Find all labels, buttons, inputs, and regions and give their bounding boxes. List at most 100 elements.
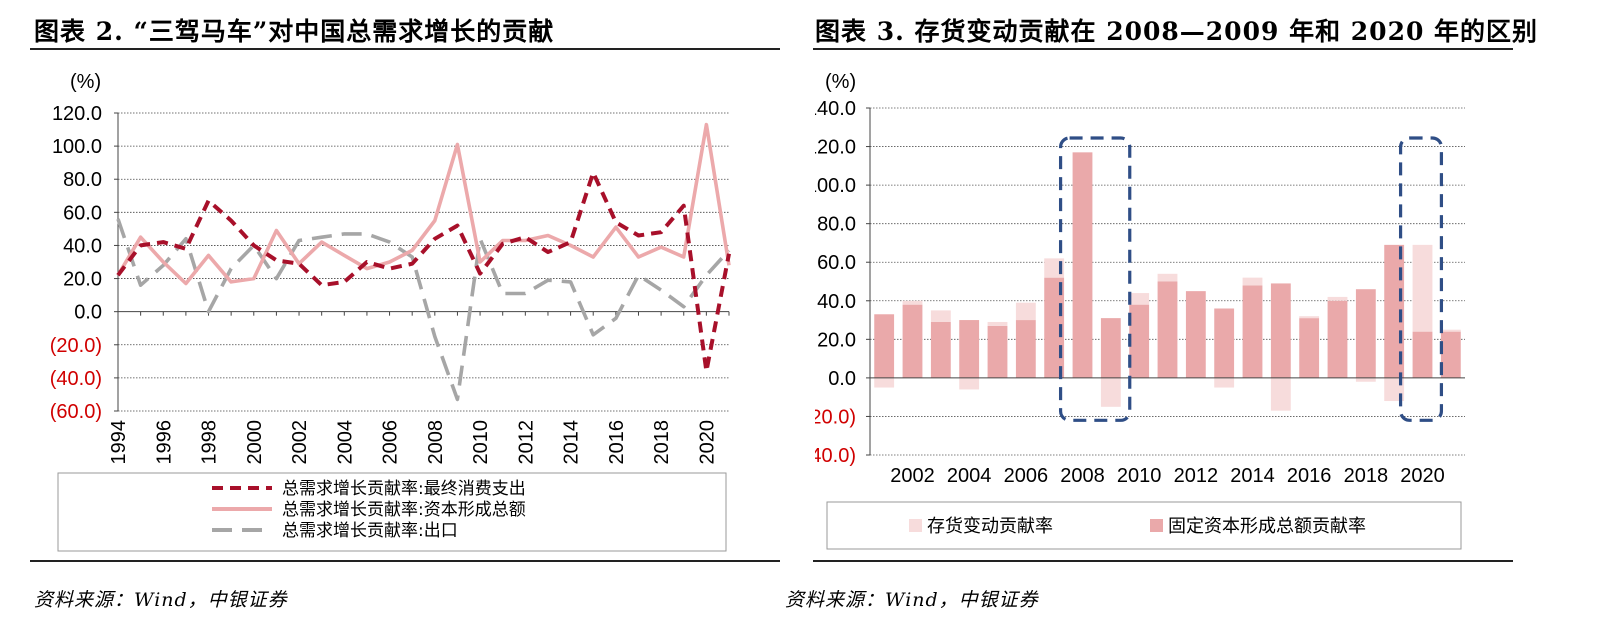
right-unit-label: (%) xyxy=(825,71,856,93)
right-bar-inventory xyxy=(1242,277,1263,286)
right-x-tick-label: 2016 xyxy=(1287,465,1332,487)
left-x-tick-label: 2012 xyxy=(515,420,537,465)
left-x-tick-label: 2018 xyxy=(651,420,673,465)
left-x-tick-label: 1996 xyxy=(153,420,175,465)
left-x-tick-label: 2014 xyxy=(561,420,583,465)
right-bar-inventory xyxy=(1157,273,1178,282)
left-legend-label: 总需求增长贡献率:最终消费支出 xyxy=(282,479,526,499)
right-bar-inventory xyxy=(1327,296,1348,301)
left-x-tick-label: 2000 xyxy=(244,420,266,465)
right-x-tick-label: 2002 xyxy=(890,465,935,487)
right-bar-fixed-capital xyxy=(1157,281,1178,378)
right-bar-fixed-capital xyxy=(987,325,1008,378)
right-bar-inventory xyxy=(1214,377,1235,388)
left-y-tick-label: 120.0 xyxy=(52,103,102,125)
right-y-tick-label: 0.0 xyxy=(828,368,856,390)
left-series-line xyxy=(116,122,731,286)
right-legend-label: 存货变动贡献率 xyxy=(927,516,1053,537)
left-unit-label: (%) xyxy=(70,71,101,93)
right-bar-fixed-capital xyxy=(1270,283,1291,378)
right-highlight-box xyxy=(1058,136,1132,422)
left-x-tick-label: 2010 xyxy=(470,420,492,465)
right-bar-fixed-capital xyxy=(1129,304,1150,378)
left-y-tick-label: 60.0 xyxy=(63,202,102,224)
left-series-line xyxy=(116,170,731,374)
left-legend-box xyxy=(57,472,727,552)
left-y-tick-label: (20.0) xyxy=(50,335,102,357)
left-x-tick-label: 1998 xyxy=(199,420,221,465)
left-series-line xyxy=(116,218,731,402)
left-y-tick-label: (40.0) xyxy=(50,368,102,390)
right-x-tick-label: 2012 xyxy=(1174,465,1219,487)
right-bar-chart: (%) 140.0 120.0 100.0 80.0 60.0 40.0 20.0 0.0 (2… xyxy=(815,71,1465,550)
right-bar-fixed-capital xyxy=(1327,300,1348,378)
left-line-chart: (%) 120.0 100.0 80.0 60.0 40.0 20.0 0.0 (20.0) (… xyxy=(50,71,731,552)
right-bar-inventory xyxy=(1129,293,1150,305)
right-bar-fixed-capital xyxy=(930,321,951,378)
right-x-tick-label: 2014 xyxy=(1230,465,1275,487)
right-bar-fixed-capital xyxy=(1299,318,1320,378)
left-source-note: 资料来源：Wind，中银证券 xyxy=(34,589,288,611)
right-bar-fixed-capital xyxy=(1100,318,1121,378)
right-y-tick-label: 100.0 xyxy=(815,175,856,197)
right-bar-inventory xyxy=(930,310,951,322)
right-bar-inventory xyxy=(1015,302,1036,321)
right-x-tick-label: 2004 xyxy=(947,465,992,487)
left-y-tick-label: 100.0 xyxy=(52,136,102,158)
left-y-tick-label: (60.0) xyxy=(50,401,102,423)
right-y-tick-label: (40.0) xyxy=(815,445,856,467)
left-title-rule xyxy=(30,48,780,50)
right-bar-inventory xyxy=(1355,377,1376,382)
left-x-tick-label: 2008 xyxy=(425,420,447,465)
right-x-tick-label: 2010 xyxy=(1117,465,1162,487)
right-bar-inventory xyxy=(1412,244,1433,332)
right-x-tick-label: 2008 xyxy=(1060,465,1105,487)
left-x-tick-label: 2002 xyxy=(289,420,311,465)
left-x-tick-label: 2016 xyxy=(606,420,628,465)
right-x-tick-label: 2006 xyxy=(1004,465,1049,487)
left-legend-label: 总需求增长贡献率:资本形成总额 xyxy=(282,500,526,520)
right-bar-inventory xyxy=(959,377,980,390)
right-title-rule xyxy=(813,48,1513,50)
left-x-tick-label: 2020 xyxy=(696,420,718,465)
right-highlight-box xyxy=(1398,136,1444,422)
right-bar-fixed-capital xyxy=(1440,331,1461,378)
right-bar-fixed-capital xyxy=(1185,291,1206,378)
right-bar-fixed-capital xyxy=(1072,152,1093,378)
right-bar-inventory xyxy=(1299,316,1320,319)
right-bar-fixed-capital xyxy=(902,304,923,378)
right-x-tick-label: 2018 xyxy=(1344,465,1389,487)
right-chart-title: 图表 3. 存货变动贡献在 2008—2009 年和 2020 年的区别 xyxy=(815,17,1539,46)
right-y-tick-label: 40.0 xyxy=(817,291,856,313)
right-source-note: 资料来源：Wind，中银证券 xyxy=(785,589,1039,611)
right-source-rule xyxy=(813,560,1513,562)
right-bar-fixed-capital xyxy=(1412,331,1433,378)
right-legend-swatch xyxy=(909,519,922,532)
right-y-tick-label: 20.0 xyxy=(817,329,856,351)
right-bar-fixed-capital xyxy=(1355,289,1376,378)
left-legend-label: 总需求增长贡献率:出口 xyxy=(282,521,458,541)
right-bar-fixed-capital xyxy=(1242,285,1263,378)
right-legend-box xyxy=(826,501,1462,550)
left-chart-title: 图表 2. “三驾马车”对中国总需求增长的贡献 xyxy=(34,17,555,46)
right-bar-fixed-capital xyxy=(959,320,980,378)
right-y-tick-label: 80.0 xyxy=(817,214,856,236)
right-legend-label: 固定资本形成总额贡献率 xyxy=(1168,516,1366,537)
right-legend-swatch xyxy=(1150,519,1163,532)
right-chart-panel: 图表 3. 存货变动贡献在 2008—2009 年和 2020 年的区别 (%)… xyxy=(785,0,1620,618)
left-x-tick-label: 2006 xyxy=(380,420,402,465)
left-source-rule xyxy=(30,560,780,562)
right-bar-fixed-capital xyxy=(1015,320,1036,378)
right-y-tick-label: 120.0 xyxy=(815,137,856,159)
left-y-tick-label: 80.0 xyxy=(63,169,102,191)
left-x-tick-label: 1994 xyxy=(108,420,130,465)
right-bar-inventory xyxy=(1440,329,1461,332)
left-y-tick-label: 0.0 xyxy=(74,302,102,324)
right-bar-fixed-capital xyxy=(1214,308,1235,378)
left-x-tick-label: 2004 xyxy=(334,420,356,465)
right-bar-inventory xyxy=(1270,377,1291,411)
right-y-tick-label: 60.0 xyxy=(817,252,856,274)
right-bar-inventory xyxy=(902,300,923,305)
right-x-tick-label: 2020 xyxy=(1400,465,1445,487)
right-bar-inventory xyxy=(874,377,895,388)
